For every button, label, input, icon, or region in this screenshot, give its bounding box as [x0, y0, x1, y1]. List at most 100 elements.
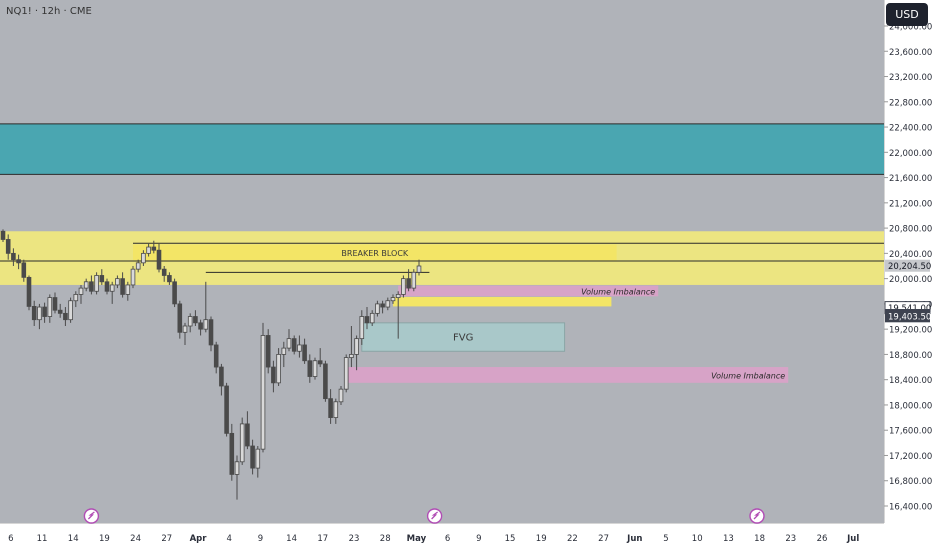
candle-body[interactable] [307, 360, 313, 377]
candle-body[interactable] [99, 275, 105, 283]
candle-body[interactable] [281, 347, 287, 355]
candle-body[interactable] [224, 385, 229, 434]
candle-body[interactable] [187, 316, 193, 327]
candle-body[interactable] [271, 366, 276, 384]
candle-body[interactable] [343, 357, 349, 390]
candle-body[interactable] [73, 294, 79, 302]
x-tick-label: Apr [190, 534, 208, 544]
currency-button[interactable]: USD [886, 3, 928, 26]
candle-body[interactable] [349, 354, 354, 358]
candle-body[interactable] [411, 271, 417, 289]
candle-body[interactable] [250, 445, 255, 469]
candle-body[interactable] [120, 278, 125, 295]
candle-body[interactable] [416, 265, 422, 273]
candle-body[interactable] [104, 281, 110, 292]
candle-body[interactable] [5, 239, 11, 254]
candle-body[interactable] [317, 360, 323, 365]
candle-body[interactable] [156, 249, 162, 270]
candle-body[interactable] [401, 278, 406, 295]
candle-body[interactable] [125, 284, 131, 295]
candle-body[interactable] [255, 448, 261, 469]
candle-body[interactable] [193, 316, 198, 324]
candle-body[interactable] [172, 281, 177, 305]
y-tick-label: 19,200.00 [889, 326, 932, 336]
candle-body[interactable] [260, 335, 266, 450]
breaker-block [133, 244, 617, 261]
candle-body[interactable] [302, 344, 307, 362]
candle-body[interactable] [359, 316, 365, 340]
candle-body[interactable] [161, 268, 167, 276]
price-label-19541: 19,541.00 [888, 304, 931, 314]
candle-body[interactable] [57, 309, 63, 314]
candle-body[interactable] [37, 306, 42, 321]
candle-body[interactable] [83, 281, 89, 289]
x-tick-label: 17 [317, 534, 328, 544]
candle-body[interactable] [63, 312, 68, 321]
x-tick-label: 6 [8, 534, 13, 544]
candle-body[interactable] [375, 303, 380, 314]
price-axis[interactable] [884, 0, 932, 550]
candle-body[interactable] [42, 306, 47, 317]
candle-body[interactable] [213, 344, 219, 368]
candle-body[interactable] [31, 306, 37, 321]
candle-body[interactable] [380, 303, 385, 308]
badge-2-glyph-icon [431, 511, 438, 520]
candle-body[interactable] [0, 230, 6, 240]
candle-body[interactable] [328, 398, 333, 418]
y-tick-label: 24,000.00 [889, 23, 932, 33]
candle-body[interactable] [229, 432, 235, 475]
candle-body[interactable] [323, 363, 328, 400]
candle-body[interactable] [135, 262, 141, 270]
candle-body[interactable] [406, 278, 411, 289]
candle-body[interactable] [26, 276, 32, 307]
candle-body[interactable] [245, 423, 250, 447]
candle-body[interactable] [115, 278, 120, 286]
candle-body[interactable] [297, 344, 302, 352]
x-tick-label: 9 [258, 534, 263, 544]
candle-body[interactable] [182, 325, 188, 333]
candle-body[interactable] [385, 300, 391, 308]
candle-body[interactable] [208, 319, 214, 346]
y-tick-label: 22,800.00 [889, 98, 932, 108]
candle-body[interactable] [219, 366, 224, 387]
time-axis[interactable] [0, 523, 932, 550]
candle-body[interactable] [141, 252, 146, 264]
candle-body[interactable] [390, 297, 396, 302]
candle-body[interactable] [94, 275, 99, 292]
candle-body[interactable] [203, 319, 209, 330]
candle-body[interactable] [291, 338, 297, 352]
candle-body[interactable] [89, 281, 94, 292]
candle-body[interactable] [151, 246, 157, 251]
candle-body[interactable] [369, 312, 375, 324]
candle-body[interactable] [130, 268, 136, 286]
candle-body[interactable] [395, 294, 401, 298]
candle-body[interactable] [286, 338, 292, 349]
candle-body[interactable] [177, 303, 183, 333]
candle-body[interactable] [21, 262, 27, 278]
candle-body[interactable] [146, 246, 151, 254]
candle-body[interactable] [265, 335, 271, 368]
candle-body[interactable] [167, 275, 172, 283]
candle-body[interactable] [333, 401, 339, 418]
candle-body[interactable] [16, 259, 21, 264]
candle-body[interactable] [109, 284, 115, 292]
x-tick-label: 28 [380, 534, 391, 544]
price-label-19403-box [885, 310, 930, 323]
candle-body[interactable] [276, 354, 281, 384]
candle-body[interactable] [239, 423, 245, 463]
candle-body[interactable] [47, 297, 53, 317]
candle-body[interactable] [354, 338, 359, 355]
candle-body[interactable] [78, 287, 84, 295]
candle-body[interactable] [11, 252, 16, 261]
candle-body[interactable] [338, 388, 344, 403]
candle-body[interactable] [234, 461, 240, 475]
candle-body[interactable] [198, 322, 203, 330]
candle-body[interactable] [68, 300, 73, 321]
candle-body[interactable] [52, 297, 58, 311]
volume-imbalance-lower [346, 367, 789, 383]
candle-body[interactable] [364, 316, 370, 324]
y-tick-label: 20,000.00 [889, 275, 932, 285]
candle-body[interactable] [312, 360, 318, 377]
